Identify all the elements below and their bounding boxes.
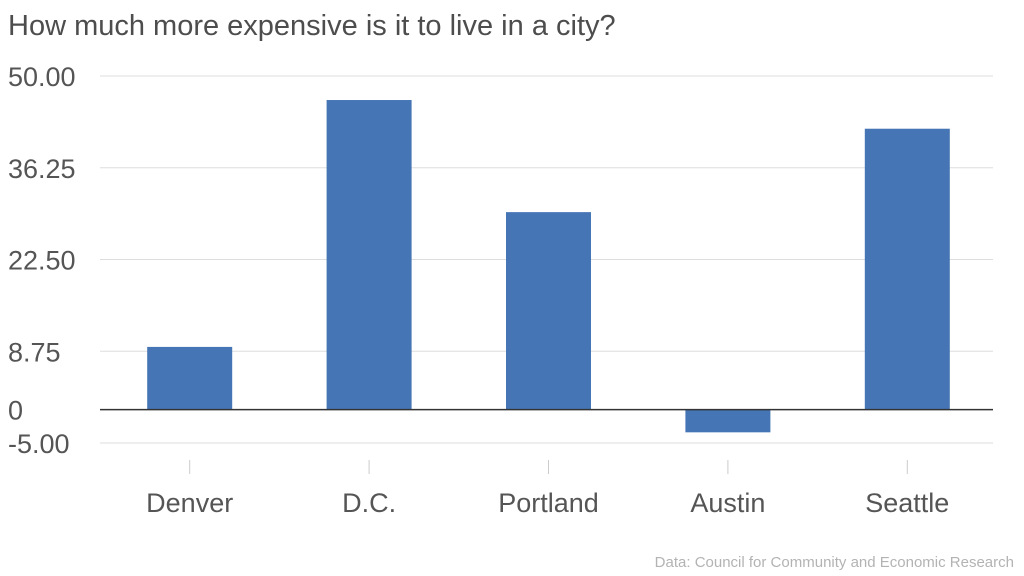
y-tick-label: 50.00 — [8, 62, 76, 92]
bar-dc — [326, 100, 412, 410]
bar-denver — [147, 346, 233, 410]
bar-seattle — [864, 128, 950, 410]
x-category-label: D.C. — [342, 488, 396, 518]
y-tick-label: -5.00 — [8, 429, 70, 459]
x-category-label: Austin — [690, 488, 765, 518]
y-tick-label: 0 — [8, 396, 23, 426]
x-axis-labels: Denver D.C. Portland Austin Seattle — [146, 488, 949, 518]
bar-portland — [506, 212, 591, 410]
chart-title: How much more expensive is it to live in… — [8, 10, 616, 42]
x-category-label: Seattle — [865, 488, 949, 518]
x-axis-ticks — [189, 460, 908, 474]
bars — [147, 100, 950, 433]
bar-austin — [685, 409, 771, 433]
source-note: Data: Council for Community and Economic… — [654, 554, 1014, 571]
x-category-label: Portland — [498, 488, 599, 518]
y-tick-label: 36.25 — [8, 154, 76, 184]
y-tick-label: 22.50 — [8, 246, 76, 276]
x-category-label: Denver — [146, 488, 233, 518]
y-axis-labels: -5.000 8.75 22.50 36.25 50.00 — [8, 62, 76, 459]
y-tick-label: 8.75 — [8, 337, 61, 367]
